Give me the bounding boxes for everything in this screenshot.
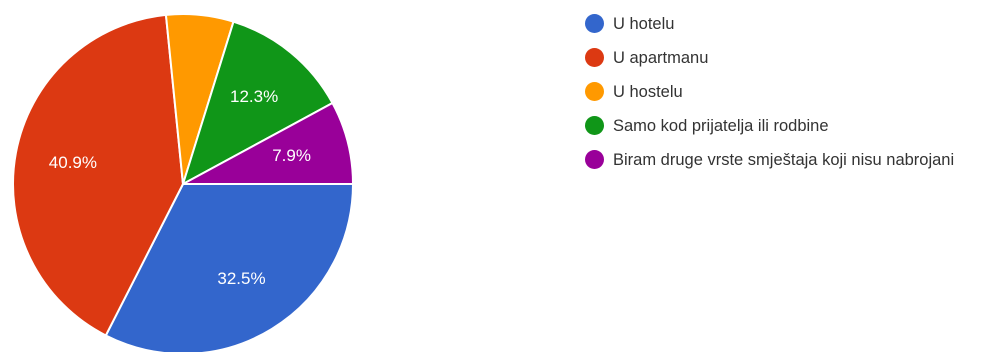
pie-slice-label: 40.9% — [49, 153, 97, 172]
legend-item-u-apartmanu: U apartmanu — [585, 46, 985, 70]
legend-label: U hostelu — [613, 83, 683, 101]
pie-slice-label: 12.3% — [230, 87, 278, 106]
pie-slice-4 — [182, 101, 355, 185]
pie-slice-label: 7.9% — [272, 146, 311, 165]
pie-slice-3 — [181, 20, 334, 187]
legend-swatch — [585, 48, 604, 67]
legend-label: U hotelu — [613, 15, 675, 33]
legend-item-samo-kod-prijatelja: Samo kod prijatelja ili rodbine — [585, 114, 985, 138]
legend-item-u-hostelu: U hostelu — [585, 80, 985, 104]
legend-swatch — [585, 150, 604, 169]
pie-slice-1 — [12, 13, 185, 337]
pie-slice-0 — [104, 183, 355, 352]
pie-slices — [12, 13, 355, 352]
legend-label: Biram druge vrste smještaja koji nisu na… — [613, 151, 955, 169]
legend-label: Samo kod prijatelja ili rodbine — [613, 117, 829, 135]
legend-item-biram-druge-vrste: Biram druge vrste smještaja koji nisu na… — [585, 148, 985, 172]
legend-item-u-hotelu: U hotelu — [585, 12, 985, 36]
legend-swatch — [585, 14, 604, 33]
legend-swatch — [585, 116, 604, 135]
pie-slice-labels: 32.5% 40.9% 12.3% 7.9% — [49, 87, 311, 288]
legend-swatch — [585, 82, 604, 101]
pie-slice-label: 32.5% — [217, 269, 265, 288]
legend-label: U apartmanu — [613, 49, 709, 67]
chart-legend: U hotelu U apartmanu U hostelu Samo kod … — [585, 12, 985, 182]
